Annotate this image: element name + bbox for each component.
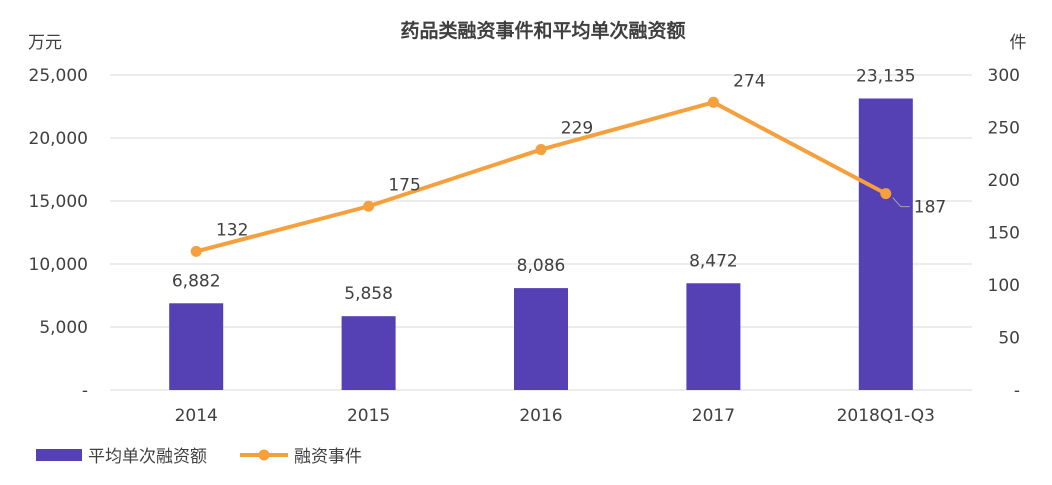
right-axis-ticks: - 50 100 150 200 250 300 — [988, 66, 1020, 401]
legend: 平均单次融资额 融资事件 — [36, 447, 362, 467]
line-data-labels: 132 175 229 274 187 — [216, 71, 946, 240]
legend-line-label: 融资事件 — [294, 447, 362, 467]
right-tick-label: 250 — [988, 119, 1020, 139]
right-axis-unit: 件 — [1010, 33, 1027, 53]
left-tick-label: 5,000 — [39, 318, 88, 338]
right-tick-label: 100 — [988, 276, 1020, 296]
left-tick-label: 10,000 — [29, 255, 88, 275]
bar — [514, 288, 568, 390]
leader-line — [892, 197, 910, 208]
category-label: 2015 — [347, 406, 390, 426]
legend-bar-label: 平均单次融资额 — [88, 447, 207, 467]
line-data-label: 274 — [733, 71, 765, 91]
bar — [341, 316, 396, 390]
left-axis-ticks: - 5,000 10,000 15,000 20,000 25,000 — [29, 66, 88, 401]
bar-series — [169, 98, 913, 391]
line-point — [535, 144, 547, 156]
right-tick-label: 300 — [988, 66, 1020, 86]
bar — [686, 283, 741, 390]
line-point — [190, 245, 202, 257]
legend-line-marker — [258, 449, 270, 461]
chart-title: 药品类融资事件和平均单次融资额 — [400, 19, 685, 42]
line-data-label: 187 — [914, 198, 946, 218]
right-tick-label: 200 — [988, 171, 1020, 191]
left-axis-unit: 万元 — [28, 33, 62, 53]
bar-data-labels: 6,882 5,858 8,086 8,472 23,135 — [172, 66, 916, 304]
right-tick-label: 50 — [998, 329, 1020, 349]
left-tick-label: 20,000 — [29, 129, 88, 149]
category-label: 2014 — [175, 406, 218, 426]
bar — [169, 303, 224, 390]
legend-bar-swatch — [36, 449, 82, 461]
left-tick-label: 25,000 — [29, 66, 88, 86]
gridlines — [110, 74, 972, 391]
line-point — [707, 96, 719, 108]
series-line — [195, 100, 887, 254]
left-tick-label: 15,000 — [29, 192, 88, 212]
right-tick-label: 150 — [988, 224, 1020, 244]
bar-data-label: 5,858 — [344, 284, 393, 304]
left-tick-label: - — [82, 381, 88, 401]
category-label: 2017 — [692, 406, 735, 426]
line-data-label: 229 — [561, 119, 593, 139]
bar-data-label: 8,472 — [689, 251, 738, 271]
line-point — [880, 188, 892, 200]
bar — [858, 98, 913, 391]
category-label: 2016 — [519, 406, 562, 426]
category-label: 2018Q1-Q3 — [837, 406, 935, 426]
right-tick-label: - — [1014, 381, 1020, 401]
line-series — [190, 96, 892, 257]
category-labels: 2014 2015 2016 2017 2018Q1-Q3 — [175, 406, 935, 426]
line-data-label: 132 — [216, 220, 248, 240]
bar-data-label: 23,135 — [856, 66, 915, 86]
line-data-label: 175 — [388, 175, 420, 195]
bar-data-label: 6,882 — [172, 271, 221, 291]
bar-data-label: 8,086 — [517, 256, 566, 276]
line-point — [363, 200, 375, 212]
